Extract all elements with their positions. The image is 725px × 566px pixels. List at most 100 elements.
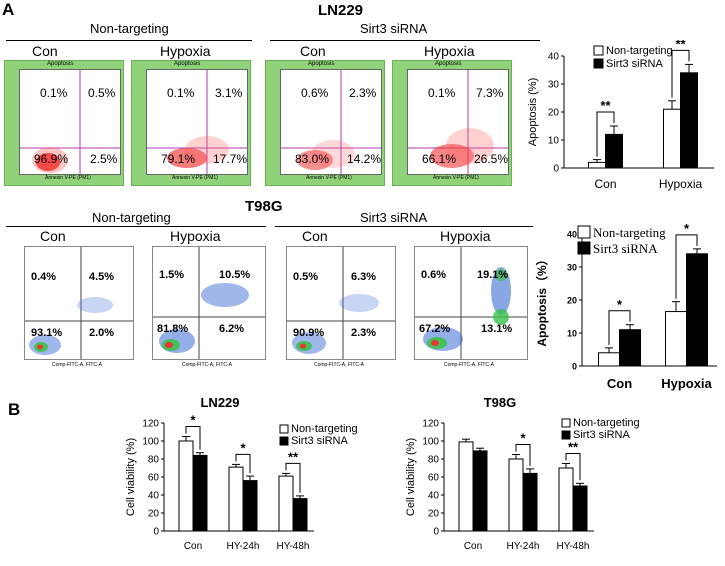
facs-ll: 67.2% <box>419 323 451 335</box>
facs-lr: 2.3% <box>351 327 377 339</box>
bar-nontargeting <box>228 466 244 532</box>
bar-sirt3 <box>192 454 208 532</box>
facs-quadrant-svg <box>281 70 381 174</box>
t98g-cond-3: Con <box>302 228 328 244</box>
ln229-cond-1: Con <box>32 43 58 59</box>
facs-ll: 90.9% <box>293 327 325 339</box>
ln229-facs-3: Apoptosis 0.6% 2.3% 83.0% 14.2% Annexin … <box>265 60 385 186</box>
facs-quadrant-svg <box>20 70 120 174</box>
legend-label-sirt3: Sirt3 siRNA <box>291 435 349 447</box>
facs-x-axis: Annexin V-PE (PM1) <box>172 175 218 181</box>
legend-label-nontargeting: Non-targeting <box>593 225 666 240</box>
t98g-facs-4: 0.6% 19.1% 67.2% 13.1% Comp-FITC-A, FITC… <box>400 246 530 374</box>
ln229-group-line-2 <box>270 40 540 41</box>
ln229-facs-4: Apoptosis 0.1% 7.3% 66.1% 26.5% Annexin … <box>392 60 512 186</box>
facs-ul: 0.1% <box>40 86 68 100</box>
facs-quadrant-svg <box>147 70 247 174</box>
significance-bracket <box>515 444 531 466</box>
significance-bracket <box>565 453 581 481</box>
significance-mark: ** <box>675 40 686 51</box>
significance-bracket <box>671 49 690 98</box>
t98g-facs-2: 1.5% 10.5% 81.8% 6.2% Comp-FITC-A, FITC-… <box>138 246 268 374</box>
significance-bracket <box>596 111 615 157</box>
ln229-title: LN229 <box>318 2 364 19</box>
y-tick-label: 0 <box>572 362 577 372</box>
facs-quadrant-svg <box>25 247 133 359</box>
legend-swatch-sirt3 <box>593 58 604 69</box>
significance-bracket <box>285 462 301 493</box>
bar-sirt3 <box>242 480 258 532</box>
facs-x-axis: Comp-FITC-A, FITC-A <box>182 362 232 368</box>
facs-lr: 13.1% <box>481 323 513 335</box>
y-tick-label: 100 <box>142 437 159 448</box>
bar-nontargeting <box>508 458 524 532</box>
bar-sirt3 <box>522 472 538 532</box>
facs-quadrant-svg <box>153 247 265 359</box>
category-label: Con <box>184 541 202 552</box>
facs-ll: 96.9% <box>34 152 69 166</box>
y-tick-label: 0 <box>153 527 159 538</box>
significance-mark: * <box>520 431 526 446</box>
y-tick-label: 0 <box>433 527 439 538</box>
panel-a-letter: A <box>2 0 15 19</box>
y-tick-label: 10 <box>567 329 577 339</box>
bar-nontargeting <box>665 311 687 367</box>
ln229-cond-2: Hypoxia <box>160 43 211 59</box>
category-label: HY-48h <box>557 541 590 552</box>
significance-bracket <box>608 310 631 345</box>
facs-plot-area: 0.1% 3.1% 79.1% 17.7% <box>146 69 248 175</box>
category-label: Con <box>607 376 632 391</box>
legend-swatch-sirt3 <box>561 430 571 440</box>
y-tick-label: 100 <box>422 437 439 448</box>
facs-ul: 0.4% <box>31 271 57 283</box>
bar-nontargeting <box>458 441 474 532</box>
facs-header: Apoptosis <box>47 61 74 67</box>
y-tick-label: 40 <box>548 52 560 63</box>
facs-ul: 0.6% <box>421 269 447 281</box>
ln229-group-nontargeting: Non-targeting <box>90 21 169 36</box>
facs-header: Apoptosis <box>308 61 335 67</box>
t98g-group-line-1 <box>6 226 266 227</box>
y-axis-label: Apoptosis (%) <box>527 78 539 146</box>
significance-bracket <box>185 426 201 450</box>
facs-ur: 7.3% <box>476 86 504 100</box>
t98g-group-sirt3: Sirt3 siRNA <box>360 210 428 225</box>
bar-nontargeting <box>278 475 294 532</box>
y-tick-label: 40 <box>567 230 577 240</box>
facs-header: Apoptosis <box>174 61 201 67</box>
facs-plot-area: 0.1% 0.5% 96.9% 2.5% <box>19 69 121 175</box>
panel-b-letter: B <box>8 400 21 419</box>
t98g-apoptosis-chart: 0 10 20 30 40 Apoptosis（%） * Con * Hypoxia Non-tar… <box>534 221 717 391</box>
category-label: HY-48h <box>277 541 310 552</box>
bar-sirt3 <box>472 450 488 532</box>
significance-mark: * <box>684 221 690 236</box>
bar-nontargeting <box>598 352 620 367</box>
category-label: Con <box>594 177 616 191</box>
facs-lr: 2.5% <box>90 152 118 166</box>
facs-ul: 0.1% <box>428 86 456 100</box>
facs-ur: 19.1% <box>477 269 509 281</box>
category-label: HY-24h <box>507 541 540 552</box>
facs-plot-area: 0.6% 19.1% 67.2% 13.1% <box>414 246 528 360</box>
significance-bracket <box>675 234 698 299</box>
facs-x-axis: Annexin V-PE (PM1) <box>45 175 91 181</box>
bar-sirt3 <box>572 485 588 532</box>
legend-label-sirt3: Sirt3 siRNA <box>573 429 631 441</box>
legend-label-nontargeting: Non-targeting <box>291 423 358 435</box>
legend-swatch-nontargeting <box>561 418 571 428</box>
ln229-cond-4: Hypoxia <box>424 43 475 59</box>
y-tick-label: 0 <box>553 164 559 175</box>
bar-nontargeting <box>663 108 681 169</box>
ln229-apoptosis-chart: 0 10 20 30 40 Apoptosis (%) ** Con ** Hypoxia Non-… <box>527 40 714 191</box>
t98g-title: T98G <box>245 198 283 215</box>
facs-quadrant-svg <box>408 70 508 174</box>
y-tick-label: 120 <box>142 419 159 430</box>
category-label: Hypoxia <box>659 177 703 191</box>
y-tick-label: 80 <box>428 455 440 466</box>
facs-ur: 4.5% <box>89 271 115 283</box>
bar-sirt3 <box>680 72 698 169</box>
facs-ll: 81.8% <box>157 323 189 335</box>
facs-plot-area: 0.5% 6.3% 90.9% 2.3% <box>286 246 396 360</box>
bar-sirt3 <box>686 253 708 367</box>
y-tick-label: 20 <box>567 296 577 306</box>
